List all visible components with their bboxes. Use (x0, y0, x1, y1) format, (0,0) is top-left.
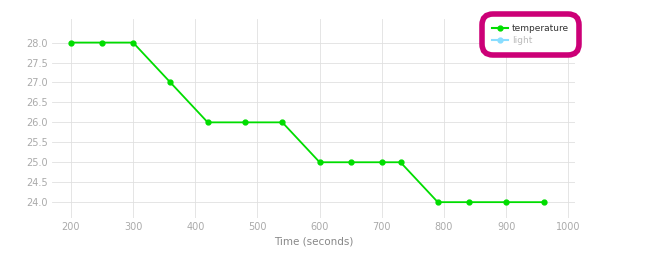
Legend: temperature, light: temperature, light (487, 19, 575, 50)
X-axis label: Time (seconds): Time (seconds) (274, 236, 353, 247)
